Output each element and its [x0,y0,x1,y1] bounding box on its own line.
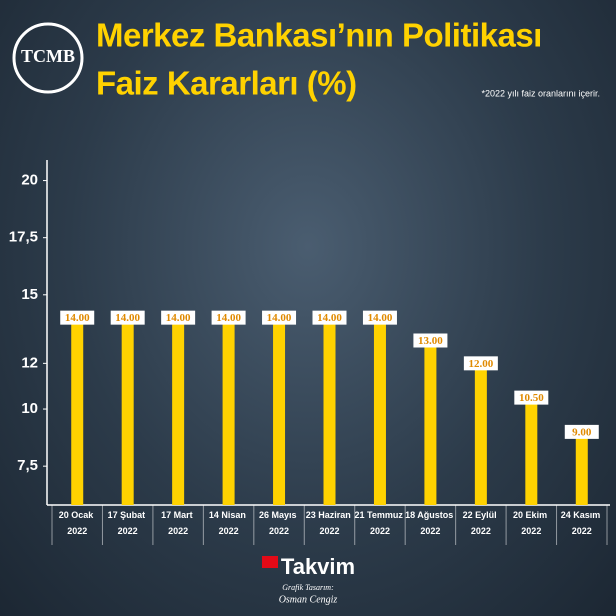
x-tick-label: 14 Nisan 2022 [209,510,249,536]
x-tick-label-line: 2022 [118,526,138,536]
x-tick-label-line: 2022 [521,526,541,536]
x-tick-label-line: 17 Mart [161,510,195,520]
x-tick-label-line: 20 Ocak [59,510,96,520]
value-label: 12.00 [468,358,493,370]
y-tick-label: 7,5 [17,457,38,474]
value-label-bg [211,310,246,325]
value-label: 9.00 [572,426,592,438]
value-label: 14.00 [267,312,292,324]
x-tick-label-line: 24 Kasım [561,510,603,520]
bar [373,317,386,505]
logo: TCMB [12,22,84,94]
value-label: 10.50 [519,392,544,404]
x-tick-label-line: 2022 [168,526,188,536]
value-label: 14.00 [368,312,393,324]
value-label: 13.00 [418,335,443,347]
value-label-bg [463,356,498,371]
value-label: 14.00 [65,312,90,324]
bar [273,317,286,505]
brand-flag [262,556,278,568]
value-label-bg [161,310,196,325]
bar [121,317,134,505]
x-tick-label-line: 2022 [219,526,239,536]
x-tick-label: 24 Kasım 2022 [561,510,603,536]
bar [71,317,84,505]
x-tick-label: 23 Haziran 2022 [306,510,354,536]
bar [222,317,235,505]
value-label: 14.00 [166,312,191,324]
x-tick-label: 26 Mayıs 2022 [259,510,299,536]
value-label-bg [514,390,549,405]
x-tick-label: 17 Şubat 2022 [108,510,148,536]
chart-title: Faiz Kararları (%) [96,65,357,102]
x-tick-label-line: 2022 [572,526,592,536]
x-tick-label-line: 26 Mayıs [259,510,299,520]
y-tick-label: 12 [21,354,38,371]
x-tick-label-line: 22 Eylül [463,510,500,520]
credit-name: Osman Cengiz [279,594,338,605]
x-tick-label: 21 Temmuz 2022 [355,510,406,536]
bar [323,317,336,505]
x-tick-label-line: 2022 [420,526,440,536]
x-tick-label: 22 Eylül 2022 [463,510,500,536]
y-tick-label: 17,5 [9,229,38,246]
chart-title: Merkez Bankası’nın Politikası [96,17,542,54]
value-label-bg [110,310,145,325]
value-label-bg [312,310,347,325]
x-tick-label-line: 2022 [269,526,289,536]
x-tick-label-line: 2022 [370,526,390,536]
value-label: 14.00 [216,312,241,324]
x-tick-label-line: 18 Ağustos [405,510,456,520]
value-label-bg [413,333,448,348]
y-tick-label: 10 [21,400,38,417]
y-tick-label: 20 [21,172,38,189]
value-label: 14.00 [115,312,140,324]
x-tick-label-line: 2022 [471,526,491,536]
value-label-bg [262,310,297,325]
bar [172,317,185,505]
value-label-bg [60,310,95,325]
x-tick-label-line: 17 Şubat [108,510,148,520]
credit-label: Grafik Tasarım: [282,583,334,592]
note: *2022 yılı faiz oranlarını içerir. [481,88,600,98]
x-tick-label-line: 23 Haziran [306,510,354,520]
brand: Takvim [281,554,355,579]
logo-text: TCMB [21,46,75,66]
x-tick-label: 17 Mart 2022 [161,510,195,536]
x-tick-label-line: 2022 [67,526,87,536]
bar [424,340,437,505]
bar [525,397,538,505]
bar [575,431,588,505]
x-tick-label: 18 Ağustos 2022 [405,510,456,536]
logo-ring [12,22,84,94]
value-label-bg [362,310,397,325]
x-tick-label-line: 14 Nisan [209,510,249,520]
value-label-bg [564,424,599,439]
x-tick-label-line: 2022 [319,526,339,536]
bar [474,363,487,505]
x-tick-label: 20 Ekim 2022 [513,510,550,536]
x-tick-label-line: 20 Ekim [513,510,550,520]
x-tick-label: 20 Ocak 2022 [59,510,96,536]
x-tick-label-line: 21 Temmuz [355,510,406,520]
value-label: 14.00 [317,312,342,324]
y-tick-label: 15 [21,286,38,303]
